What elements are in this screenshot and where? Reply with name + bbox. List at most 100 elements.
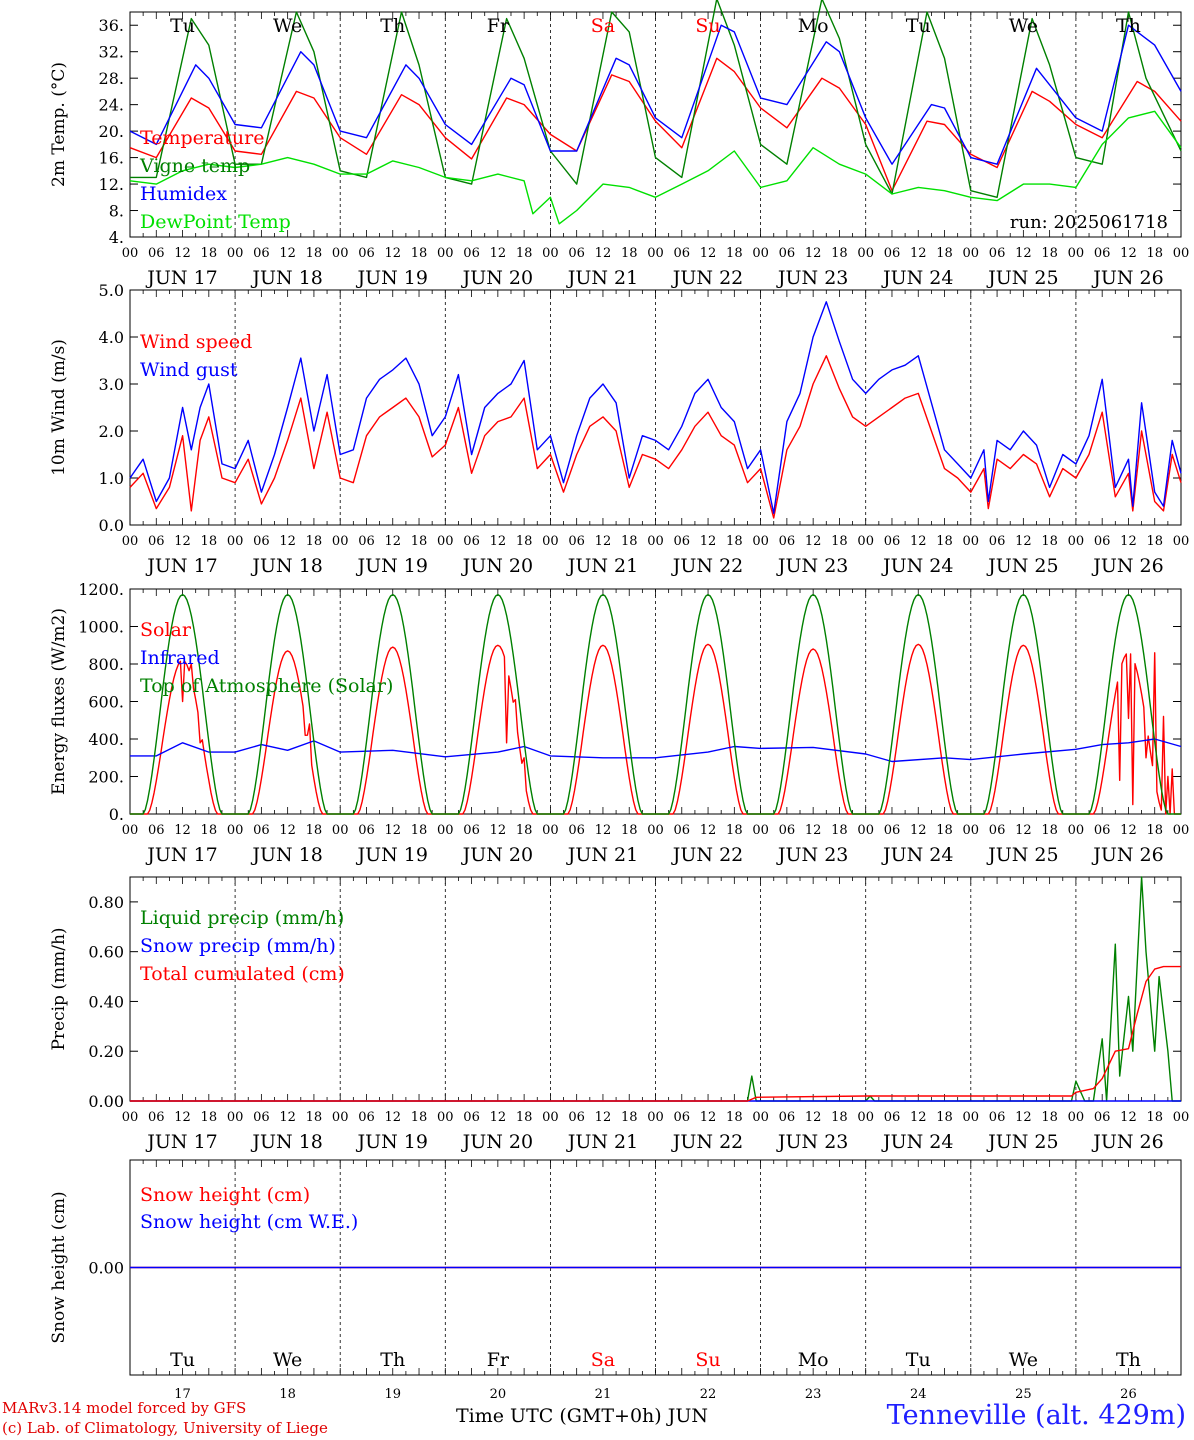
- x-hour-label: 18: [726, 246, 743, 261]
- x-hour-label: 06: [779, 534, 796, 549]
- x-hour-label: 06: [674, 1110, 691, 1125]
- panel-1: [129, 0, 1182, 238]
- x-hour-label: 18: [831, 823, 848, 838]
- x-hour-label: 12: [384, 1110, 401, 1125]
- x-hour-label: 12: [805, 1110, 822, 1125]
- x-hour-label: 00: [227, 246, 244, 261]
- x-hour-label: 00: [1173, 1110, 1190, 1125]
- x-hour-label: 12: [384, 534, 401, 549]
- x-date-label: JUN 23: [776, 1131, 848, 1153]
- x-hour-label: 06: [779, 246, 796, 261]
- weekday-label: Tu: [906, 15, 931, 37]
- x-hour-label: 00: [963, 534, 980, 549]
- x-hour-label: 12: [174, 534, 191, 549]
- x-hour-label: 12: [1015, 534, 1032, 549]
- x-hour-label: 18: [201, 823, 218, 838]
- x-hour-label: 06: [358, 1110, 375, 1125]
- y-tick-label: 32.: [99, 43, 124, 62]
- x-hour-label: 18: [306, 534, 323, 549]
- series-line: [129, 57, 1182, 192]
- weekday-label: Sa: [591, 15, 615, 37]
- x-hour-label: 06: [884, 534, 901, 549]
- x-date-label: JUN 23: [776, 844, 848, 866]
- x-hour-label: 06: [148, 246, 165, 261]
- x-date-label: JUN 25: [986, 555, 1058, 577]
- x-hour-label: 06: [1094, 1110, 1111, 1125]
- x-hour-label: 12: [595, 823, 612, 838]
- x-hour-label: 06: [148, 534, 165, 549]
- x-date-label: JUN 19: [356, 267, 428, 289]
- x-hour-label: 06: [779, 1110, 796, 1125]
- x-hour-label: 18: [1146, 823, 1163, 838]
- x-hour-label: 12: [1015, 246, 1032, 261]
- x-hour-label: 06: [148, 823, 165, 838]
- x-hour-label: 00: [542, 246, 559, 261]
- x-hour-label: 00: [1068, 534, 1085, 549]
- panel-4: [129, 876, 1182, 1102]
- day-number-label: 18: [279, 1387, 296, 1402]
- x-hour-label: 00: [1068, 1110, 1085, 1125]
- y-tick-label: 0.0: [99, 516, 124, 535]
- weekday-label: Fr: [487, 1349, 510, 1371]
- weekday-label: Mo: [798, 1349, 829, 1371]
- x-hour-label: 06: [989, 823, 1006, 838]
- x-hour-label: 06: [463, 1110, 480, 1125]
- x-hour-label: 06: [779, 823, 796, 838]
- y-tick-label: 12.: [99, 175, 124, 194]
- x-hour-label: 18: [1041, 1110, 1058, 1125]
- x-date-label: JUN 21: [566, 555, 638, 577]
- x-hour-label: 06: [253, 534, 270, 549]
- x-date-label: JUN 26: [1091, 844, 1163, 866]
- weekday-label: We: [273, 1349, 302, 1371]
- x-hour-label: 12: [700, 246, 717, 261]
- x-date-label: JUN 26: [1091, 267, 1163, 289]
- x-hour-label: 18: [726, 534, 743, 549]
- x-date-label: JUN 20: [461, 844, 533, 866]
- y-tick-label: 600.: [88, 693, 124, 712]
- x-axis-title: Time UTC (GMT+0h) JUN: [456, 1405, 708, 1427]
- day-number-label: 25: [1015, 1387, 1032, 1402]
- x-date-label: JUN 19: [356, 844, 428, 866]
- x-hour-label: 00: [1173, 246, 1190, 261]
- x-hour-label: 12: [595, 1110, 612, 1125]
- x-hour-label: 12: [490, 823, 507, 838]
- x-hour-label: 00: [1068, 823, 1085, 838]
- x-hour-label: 00: [227, 1110, 244, 1125]
- x-hour-label: 12: [279, 823, 296, 838]
- x-hour-label: 06: [148, 1110, 165, 1125]
- x-hour-label: 18: [936, 534, 953, 549]
- x-hour-label: 18: [306, 246, 323, 261]
- y-tick-label: 2.0: [99, 422, 124, 441]
- day-number-label: 21: [595, 1387, 612, 1402]
- x-hour-label: 12: [700, 534, 717, 549]
- y-tick-label: 8.: [109, 202, 124, 221]
- x-hour-label: 18: [306, 823, 323, 838]
- x-hour-label: 00: [1068, 246, 1085, 261]
- y-tick-label: 0.40: [88, 992, 124, 1011]
- day-number-label: 23: [805, 1387, 822, 1402]
- legend-entry: Infrared: [140, 647, 220, 669]
- weekday-label: We: [1009, 15, 1038, 37]
- x-hour-label: 18: [726, 1110, 743, 1125]
- x-hour-label: 18: [516, 534, 533, 549]
- y-tick-label: 16.: [99, 149, 124, 168]
- legend-entry: Total cumulated (cm): [140, 963, 345, 985]
- x-hour-label: 12: [805, 823, 822, 838]
- x-date-label: JUN 18: [250, 1131, 322, 1153]
- y-tick-label: 3.0: [99, 375, 124, 394]
- x-hour-label: 06: [989, 534, 1006, 549]
- y-tick-label: 0.60: [88, 943, 124, 962]
- x-date-label: JUN 24: [881, 844, 953, 866]
- legend-entry: Snow height (cm W.E.): [140, 1211, 358, 1233]
- x-hour-label: 06: [674, 823, 691, 838]
- x-hour-label: 06: [989, 1110, 1006, 1125]
- x-hour-label: 00: [332, 246, 349, 261]
- x-hour-label: 18: [1146, 246, 1163, 261]
- weekday-label: Tu: [170, 15, 195, 37]
- x-date-label: JUN 24: [881, 1131, 953, 1153]
- x-hour-label: 00: [542, 1110, 559, 1125]
- x-hour-label: 00: [857, 1110, 874, 1125]
- y-tick-label: 24.: [99, 96, 124, 115]
- x-hour-label: 18: [201, 246, 218, 261]
